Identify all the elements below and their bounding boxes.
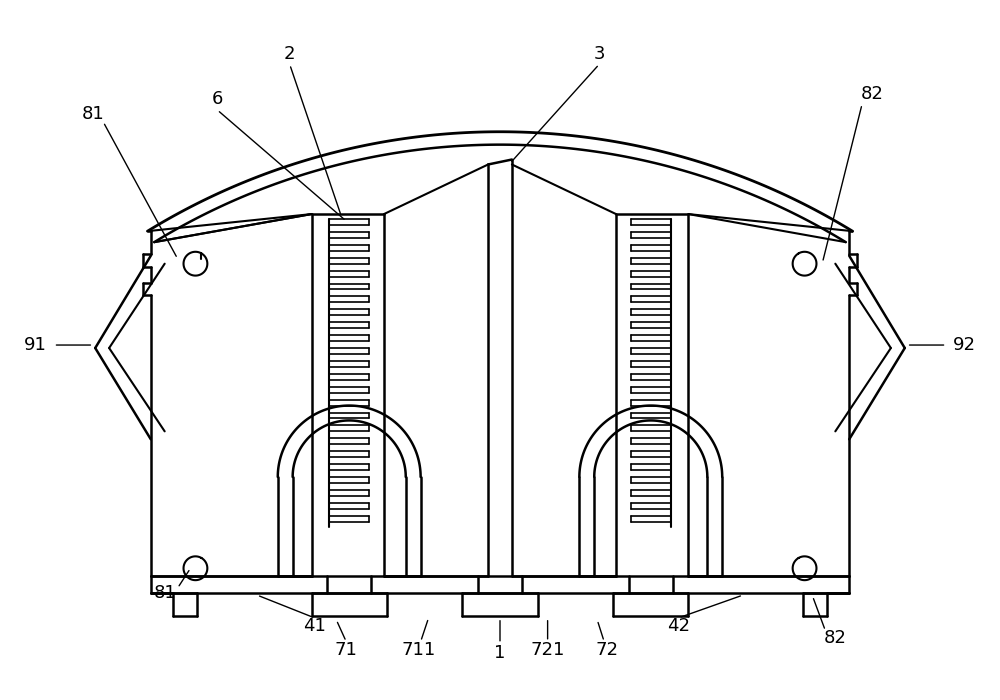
Text: 72: 72 (596, 640, 619, 659)
Text: 2: 2 (284, 46, 295, 64)
Text: 91: 91 (24, 336, 47, 354)
Text: 721: 721 (530, 640, 565, 659)
Text: 81: 81 (153, 584, 176, 602)
Text: 81: 81 (82, 105, 105, 123)
Text: 92: 92 (953, 336, 976, 354)
Text: 711: 711 (402, 640, 436, 659)
Text: 1: 1 (494, 643, 506, 662)
Text: 6: 6 (212, 90, 223, 108)
Text: 82: 82 (861, 85, 883, 103)
Text: 71: 71 (335, 640, 358, 659)
Text: 3: 3 (593, 46, 605, 64)
Text: 82: 82 (824, 629, 847, 647)
Text: 42: 42 (667, 617, 690, 635)
Text: 41: 41 (303, 617, 326, 635)
